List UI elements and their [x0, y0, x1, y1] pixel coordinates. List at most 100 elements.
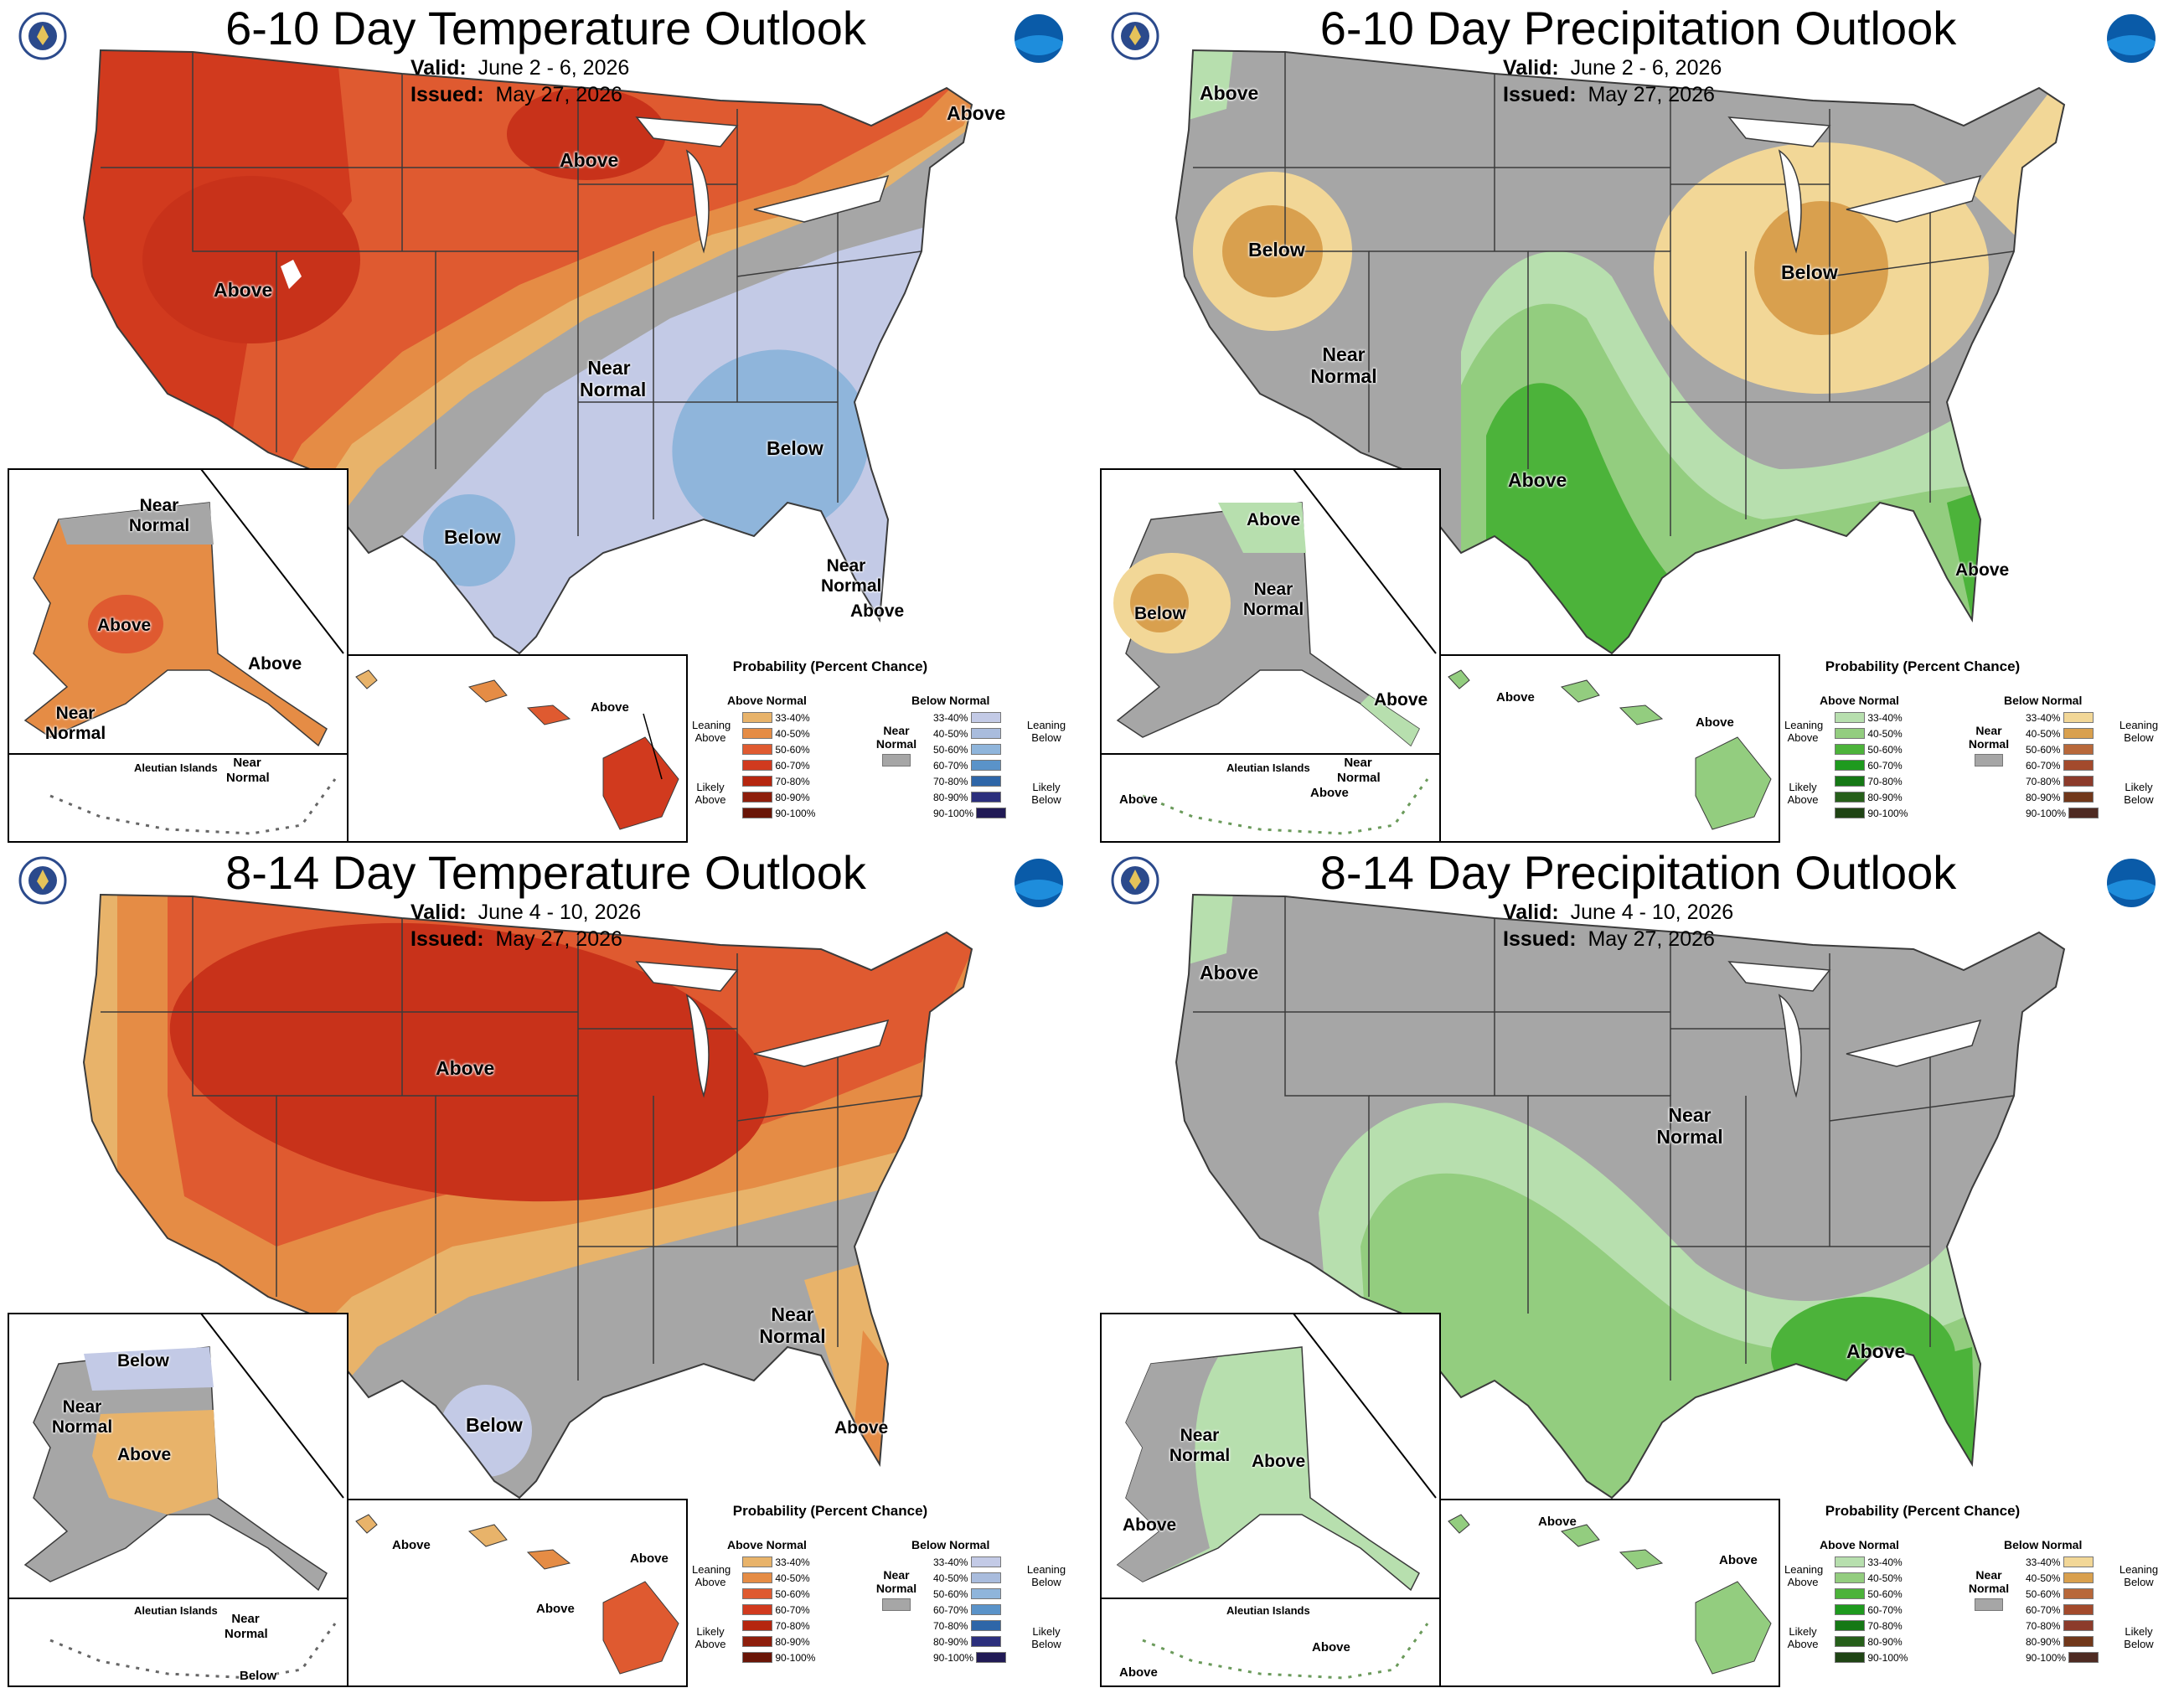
- legend-right-row: 50-60%: [933, 744, 1001, 756]
- legend-swatch: [970, 1636, 1001, 1647]
- legend-bin-label: 40-50%: [1865, 728, 1903, 740]
- legend-swatch: [2063, 1572, 2094, 1583]
- legend-leaning-below: Leaning Below: [2119, 719, 2159, 744]
- map-label: Above: [1310, 786, 1349, 800]
- legend-bin-label: 90-100%: [2026, 1652, 2069, 1664]
- map-label: Above: [1374, 690, 1428, 710]
- legend-swatch: [970, 760, 1001, 771]
- legend-bin-label: 70-80%: [2026, 1620, 2063, 1632]
- legend-bin-label: 80-90%: [933, 1636, 971, 1648]
- great-salt-lake: [281, 260, 302, 289]
- legend: Probability (Percent Chance) Above Normal…: [1784, 1503, 2178, 1683]
- legend-right-row: 60-70%: [933, 760, 1001, 772]
- legend-title: Probability (Percent Chance): [732, 658, 928, 674]
- legend-bin-label: 50-60%: [772, 744, 810, 756]
- legend-leaning-above: Leaning Above: [1784, 1563, 1824, 1588]
- legend-swatch: [970, 1604, 1001, 1615]
- issued-line: Issued: May 27, 2026: [410, 83, 622, 106]
- legend-swatch: [970, 744, 1001, 755]
- map-label: Near Normal: [225, 1612, 268, 1641]
- map-label: Aleutian Islands: [134, 1604, 218, 1617]
- legend-likely-below: Likely Below: [1031, 1625, 1061, 1650]
- legend-bin-label: 80-90%: [933, 792, 971, 803]
- legend: Probability (Percent Chance) Above Normal…: [1784, 658, 2178, 839]
- legend-swatch: [970, 1588, 1001, 1599]
- map-label: Above: [1538, 1515, 1577, 1529]
- legend-title: Probability (Percent Chance): [732, 1503, 928, 1519]
- map-label: Aleutian Islands: [1226, 761, 1310, 774]
- legend-left-row: 33-40%: [742, 1556, 810, 1568]
- map-label: Below: [466, 1414, 523, 1436]
- legend-bin-label: 80-90%: [2026, 1636, 2063, 1648]
- legend-right-head: Below Normal: [911, 1538, 990, 1551]
- legend-right-row: 50-60%: [2026, 1588, 2094, 1600]
- legend-swatch: [1835, 760, 1865, 771]
- legend-bin-label: 33-40%: [772, 1556, 810, 1568]
- above-60-north-region: [507, 88, 666, 180]
- legend-near-normal: Near Normal: [871, 1568, 922, 1611]
- legend-swatch: [742, 776, 772, 787]
- legend-swatch: [970, 712, 1001, 723]
- legend-swatch: [742, 1652, 772, 1663]
- legend-right-row: 40-50%: [933, 1572, 1001, 1584]
- legend-swatch: [742, 1556, 772, 1567]
- valid-line: Valid: June 2 - 6, 2026: [1503, 56, 1722, 80]
- legend-swatch: [2063, 1588, 2094, 1599]
- legend-leaning-below: Leaning Below: [1026, 1563, 1066, 1588]
- valid-line: Valid: June 2 - 6, 2026: [410, 56, 630, 80]
- legend-bin-label: 80-90%: [772, 792, 810, 803]
- legend-swatch: [1835, 744, 1865, 755]
- legend-right-row: 70-80%: [933, 776, 1001, 787]
- legend-bin-label: 60-70%: [772, 760, 810, 772]
- noaa-logo-icon: [1012, 856, 1066, 910]
- legend-bin-label: 70-80%: [772, 776, 810, 787]
- legend-left-row: 33-40%: [1835, 712, 1903, 724]
- panel-title: 6-10 Day Precipitation Outlook: [1319, 2, 1957, 54]
- legend-right-head: Below Normal: [2004, 694, 2083, 707]
- legend-right-row: 90-100%: [2026, 1652, 2099, 1664]
- legend-near-normal-label: Near Normal: [875, 724, 917, 751]
- issued-line: Issued: May 27, 2026: [1503, 927, 1715, 951]
- noaa-logo-icon: [2104, 12, 2158, 65]
- legend-swatch: [1835, 1636, 1865, 1647]
- legend-bin-label: 70-80%: [933, 1620, 971, 1632]
- legend-swatch: [2063, 760, 2094, 771]
- legend-bin-label: 60-70%: [2026, 1604, 2063, 1616]
- panel-8-14-temperature: 8-14 Day Temperature Outlook Valid: June…: [0, 844, 1092, 1688]
- legend-swatch: [742, 792, 772, 803]
- map-label: Above: [1119, 792, 1158, 807]
- legend-swatch: [1835, 808, 1865, 818]
- legend-swatch: [2063, 792, 2094, 803]
- legend-left-row: 90-100%: [1835, 808, 1908, 819]
- legend-swatch: [976, 808, 1007, 818]
- map-label: Aleutian Islands: [1226, 1604, 1310, 1617]
- legend-swatch: [742, 760, 772, 771]
- legend-near-normal-label: Near Normal: [1968, 724, 2010, 751]
- alaska-shape: [23, 502, 328, 747]
- legend-leaning-above: Leaning Above: [1784, 719, 1824, 744]
- map-label: Near Normal: [1337, 756, 1381, 785]
- legend-swatch: [976, 1652, 1007, 1663]
- legend-right-row: 70-80%: [2026, 776, 2094, 787]
- legend-bin-label: 50-60%: [1865, 744, 1903, 756]
- legend-bin-label: 50-60%: [772, 1588, 810, 1600]
- legend-right-row: 60-70%: [933, 1604, 1001, 1616]
- map-label: Above: [1719, 1553, 1758, 1567]
- legend-likely-above: Likely Above: [694, 781, 726, 806]
- map-label: Above: [1252, 1452, 1306, 1471]
- legend-swatch: [2063, 1604, 2094, 1615]
- map-label: Above: [1955, 560, 2010, 580]
- legend-left-row: 90-100%: [742, 808, 815, 819]
- legend-bin-label: 50-60%: [933, 744, 971, 756]
- legend-swatch: [2063, 776, 2094, 787]
- legend-swatch: [742, 744, 772, 755]
- legend-swatch: [970, 1572, 1001, 1583]
- legend-swatch: [970, 776, 1001, 787]
- legend-left-row: 70-80%: [742, 1620, 810, 1632]
- legend-left-row: 60-70%: [742, 760, 810, 772]
- legend-bin-label: 40-50%: [772, 1572, 810, 1584]
- map-label: Below: [117, 1351, 169, 1371]
- legend-right-row: 50-60%: [2026, 744, 2094, 756]
- legend-bin-label: 33-40%: [933, 1556, 971, 1568]
- legend-right-row: 60-70%: [2026, 1604, 2094, 1616]
